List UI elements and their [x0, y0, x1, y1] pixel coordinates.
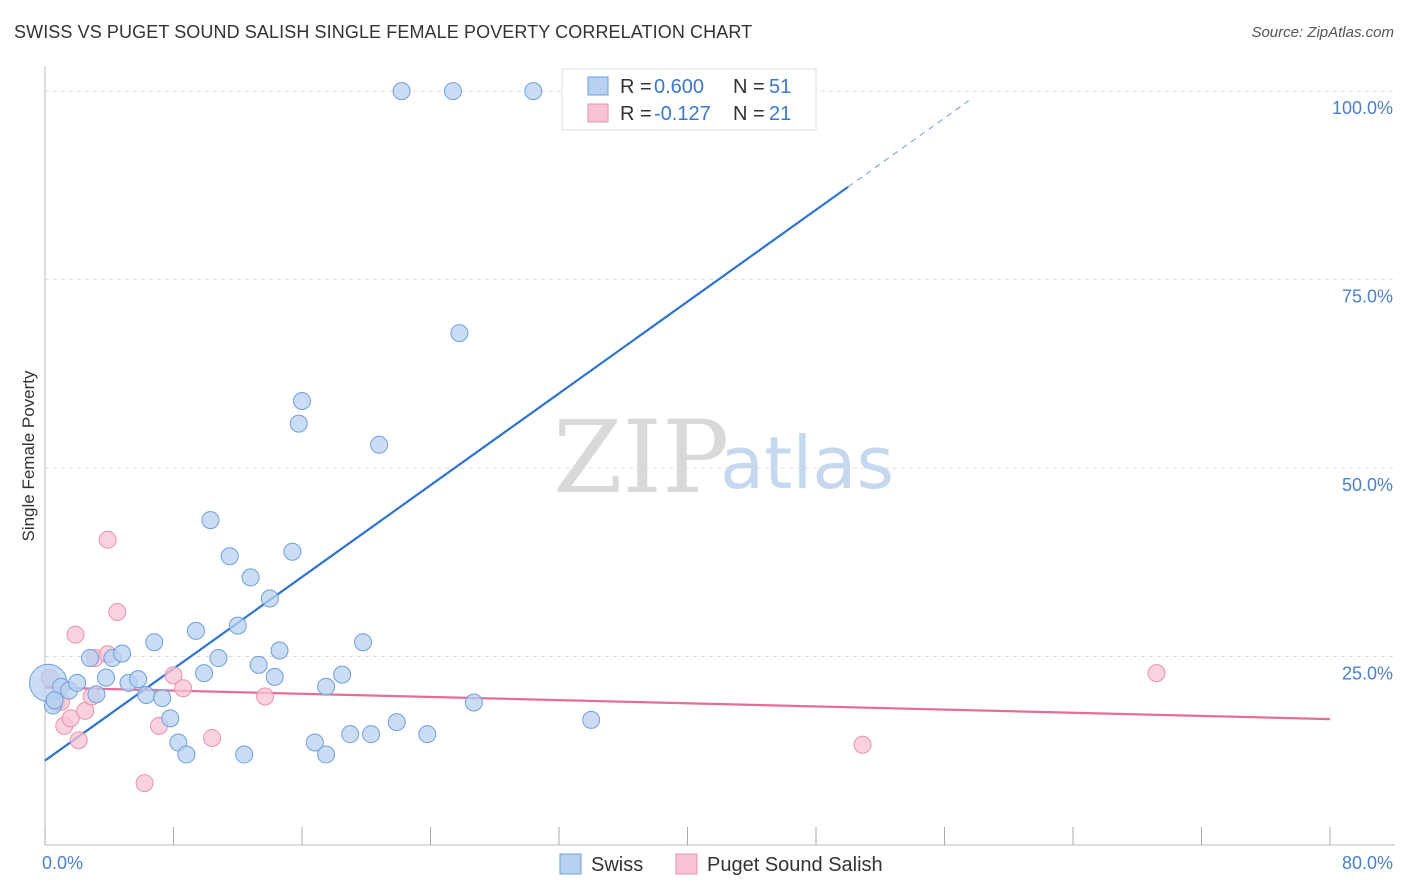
- axes: [44, 66, 1395, 846]
- swiss-point: [177, 745, 196, 764]
- legend-n-label-salish: N =: [733, 103, 765, 125]
- chart-title: SWISS VS PUGET SOUND SALISH SINGLE FEMAL…: [14, 22, 753, 42]
- legend-r-value-salish: -0.127: [654, 103, 711, 125]
- swiss-point: [370, 435, 389, 454]
- salish-point: [164, 666, 183, 685]
- watermark-zip: ZIP: [553, 399, 729, 516]
- swiss-point: [305, 733, 324, 752]
- swiss-point: [220, 547, 239, 566]
- x-tick-label: 0.0%: [42, 853, 83, 873]
- y-axis-label: Single Female Poverty: [19, 370, 38, 542]
- swiss-point: [450, 324, 469, 343]
- bottom-legend-swatch-swiss: [559, 853, 582, 875]
- y-tick-label: 25.0%: [1342, 664, 1393, 684]
- salish-point: [1147, 664, 1166, 683]
- swiss-point: [387, 713, 406, 732]
- legend-n-value-salish: 21: [769, 103, 791, 125]
- swiss-point: [195, 664, 214, 683]
- salish-point: [66, 625, 85, 644]
- salish-point: [203, 728, 222, 747]
- swiss-point: [270, 641, 289, 660]
- correlation-legend: R = 0.600 N = 51 R = -0.127 N = 21: [561, 68, 817, 131]
- legend-r-value-swiss: 0.600: [654, 76, 704, 98]
- swiss-point: [283, 542, 302, 561]
- salish-point: [256, 687, 275, 706]
- swiss-point: [582, 710, 601, 729]
- salish-point: [853, 735, 872, 754]
- tick-labels: 25.0% 50.0% 75.0% 100.0% 0.0% 80.0%: [42, 98, 1393, 873]
- swiss-point: [97, 668, 116, 687]
- salish-point: [174, 679, 193, 698]
- swiss-point: [80, 649, 99, 668]
- salish-point: [98, 530, 117, 549]
- legend-swatch-salish: [587, 103, 609, 123]
- y-tick-label: 50.0%: [1342, 475, 1393, 495]
- swiss-point: [161, 709, 180, 728]
- salish-point: [69, 731, 88, 750]
- legend-n-label-swiss: N =: [733, 76, 765, 98]
- swiss-point: [289, 414, 308, 433]
- legend-n-value-swiss: 51: [769, 76, 791, 98]
- scatter-points: [29, 82, 1166, 793]
- swiss-point: [260, 589, 279, 608]
- swiss-point: [524, 82, 543, 101]
- legend-swatch-swiss: [587, 76, 609, 96]
- x-tick-label: 80.0%: [1342, 853, 1393, 873]
- swiss-point: [137, 685, 156, 704]
- series-legend: Swiss Puget Sound Salish: [559, 853, 883, 876]
- swiss-point: [317, 677, 336, 696]
- legend-r-label-salish: R =: [620, 103, 652, 125]
- swiss-point: [235, 745, 254, 764]
- swiss-point: [87, 685, 106, 704]
- swiss-point: [333, 665, 352, 684]
- bottom-legend-swatch-salish: [675, 853, 698, 875]
- salish-point: [61, 709, 80, 728]
- swiss-point: [241, 568, 260, 587]
- swiss-point: [265, 667, 284, 686]
- swiss-point: [153, 689, 172, 707]
- swiss-point: [145, 633, 164, 652]
- swiss-point: [209, 649, 228, 668]
- swiss-point: [186, 621, 205, 640]
- swiss-point: [129, 670, 148, 689]
- trendline-salish: [44, 686, 1331, 721]
- swiss-point: [113, 644, 132, 663]
- swiss-point: [464, 693, 483, 712]
- swiss-point: [249, 655, 268, 674]
- swiss-point: [443, 82, 462, 101]
- swiss-point: [317, 745, 336, 764]
- swiss-point: [293, 391, 311, 410]
- salish-point: [108, 603, 127, 622]
- swiss-point: [341, 725, 360, 744]
- legend-r-label-swiss: R =: [620, 76, 652, 98]
- swiss-point: [228, 616, 247, 635]
- y-tick-label: 75.0%: [1342, 287, 1393, 307]
- swiss-point: [201, 511, 220, 530]
- y-tick-label: 100.0%: [1332, 98, 1393, 118]
- swiss-point: [354, 633, 373, 652]
- source-credit: Source: ZipAtlas.com: [1251, 24, 1394, 41]
- trendline-swiss: [44, 185, 849, 762]
- swiss-point: [392, 82, 411, 101]
- swiss-point: [418, 725, 437, 744]
- swiss-point: [362, 725, 381, 744]
- watermark-atlas: atlas: [720, 421, 894, 505]
- swiss-point: [68, 673, 87, 692]
- trendline-swiss-extension: [847, 100, 969, 188]
- salish-point: [135, 774, 154, 793]
- bottom-legend-label-salish: Puget Sound Salish: [707, 854, 883, 876]
- swiss-point: [45, 691, 64, 710]
- bottom-legend-label-swiss: Swiss: [591, 854, 643, 876]
